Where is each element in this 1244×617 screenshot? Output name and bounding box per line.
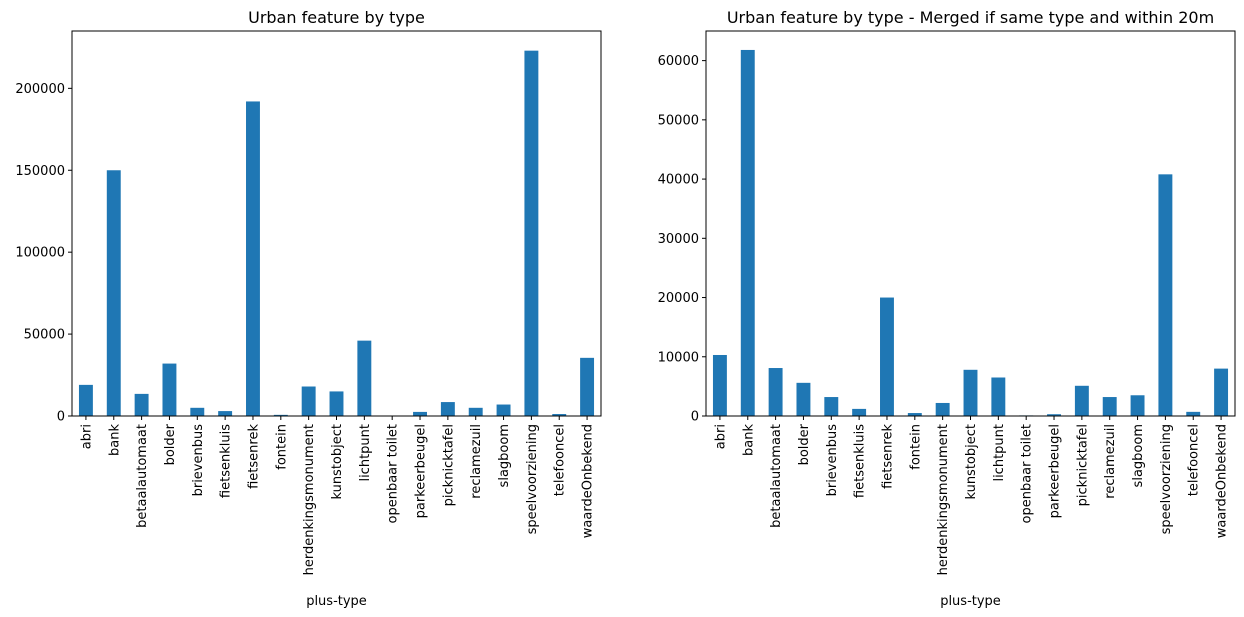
- bar-parkeerbeugel: [1047, 414, 1061, 416]
- bar-reclamezuil: [1102, 397, 1117, 416]
- x-tick-label: abri: [713, 424, 728, 449]
- bar-kunstobject: [329, 391, 344, 416]
- chart-2: Urban feature by type - Merged if same t…: [658, 8, 1236, 609]
- bar-fontein: [273, 414, 288, 416]
- x-tick-label: kunstobject: [330, 424, 345, 500]
- bar-fontein: [907, 413, 922, 416]
- x-tick-label: speelvoorziening: [525, 424, 540, 534]
- x-tick-label: picknicktafel: [441, 424, 456, 506]
- bar-brievenbus: [824, 397, 839, 416]
- x-tick-label: speelvoorziening: [1159, 424, 1174, 534]
- x-tick-label: reclamezuil: [469, 424, 484, 499]
- x-tick-label: betaalautomaat: [135, 424, 150, 528]
- bar-herdenkingsmonument: [935, 402, 950, 416]
- bar-reclamezuil: [468, 407, 483, 416]
- bar-bank: [740, 49, 755, 416]
- x-tick-label: waardeOnbekend: [581, 424, 596, 538]
- x-tick-label: fietsenkluis: [853, 424, 868, 498]
- y-tick-label: 0: [691, 410, 699, 425]
- x-tick-label: telefooncel: [553, 424, 568, 496]
- bar-bolder: [162, 363, 177, 416]
- bar-telefooncel: [552, 414, 567, 416]
- x-axis-label: plus-type: [940, 594, 1001, 609]
- y-tick-label: 0: [57, 410, 65, 425]
- chart-title: Urban feature by type: [248, 8, 425, 27]
- x-tick-label: fontein: [908, 424, 923, 470]
- bar-lichtpunt: [357, 340, 372, 416]
- bar-speelvoorziening: [524, 50, 539, 416]
- bar-bank: [106, 170, 121, 416]
- x-tick-label: fietsenrek: [880, 424, 895, 489]
- x-tick-label: slagboom: [497, 424, 512, 487]
- bar-speelvoorziening: [1158, 174, 1173, 416]
- x-tick-label: parkeerbeugel: [1048, 424, 1063, 518]
- x-tick-label: brievenbus: [191, 424, 206, 497]
- x-axis-label: plus-type: [306, 594, 367, 609]
- bar-fietsenkluis: [852, 408, 867, 416]
- bar-waardeOnbekend: [1214, 368, 1229, 416]
- x-tick-label: openbaar toilet: [386, 424, 401, 523]
- x-tick-label: bank: [107, 424, 122, 456]
- x-tick-label: herdenkingsmonument: [302, 424, 317, 575]
- plot-frame: [705, 30, 1236, 417]
- x-tick-label: bank: [741, 424, 756, 456]
- bar-telefooncel: [1186, 411, 1201, 416]
- bar-parkeerbeugel: [413, 411, 427, 416]
- y-tick-label: 50000: [24, 328, 65, 343]
- x-tick-label: slagboom: [1131, 424, 1146, 487]
- x-tick-label: herdenkingsmonument: [936, 424, 951, 575]
- y-tick-label: 50000: [658, 113, 699, 128]
- x-tick-label: lichtpunt: [358, 424, 373, 482]
- y-tick-label: 30000: [658, 232, 699, 247]
- y-tick-label: 60000: [658, 54, 699, 69]
- x-tick-label: kunstobject: [964, 424, 979, 500]
- chart-title: Urban feature by type - Merged if same t…: [727, 8, 1214, 27]
- plot-frame: [71, 30, 602, 417]
- x-tick-label: betaalautomaat: [769, 424, 784, 528]
- y-tick-label: 150000: [15, 164, 65, 179]
- bar-kunstobject: [963, 369, 978, 416]
- bar-bolder: [796, 382, 811, 416]
- bar-picknicktafel: [440, 402, 455, 416]
- x-tick-label: brievenbus: [825, 424, 840, 497]
- x-tick-label: lichtpunt: [992, 424, 1007, 482]
- bar-betaalautomaat: [134, 393, 149, 416]
- x-tick-label: fontein: [274, 424, 289, 470]
- x-tick-label: telefooncel: [1187, 424, 1202, 496]
- x-tick-label: fietsenkluis: [219, 424, 234, 498]
- bar-fietsenrek: [246, 101, 260, 416]
- x-tick-label: parkeerbeugel: [414, 424, 429, 518]
- x-tick-label: bolder: [797, 423, 812, 465]
- bar-abri: [78, 384, 93, 416]
- bar-lichtpunt: [991, 377, 1006, 416]
- bar-slagboom: [1130, 395, 1145, 416]
- x-tick-label: fietsenrek: [246, 424, 261, 489]
- bar-fietsenkluis: [218, 411, 233, 416]
- x-tick-label: abri: [79, 424, 94, 449]
- bar-abri: [712, 354, 727, 416]
- y-tick-label: 10000: [658, 350, 699, 365]
- x-tick-label: waardeOnbekend: [1215, 424, 1230, 538]
- y-tick-label: 100000: [15, 246, 65, 261]
- bar-waardeOnbekend: [580, 357, 595, 416]
- bar-picknicktafel: [1074, 385, 1089, 416]
- y-tick-label: 20000: [658, 291, 699, 306]
- x-tick-label: picknicktafel: [1075, 424, 1090, 506]
- x-tick-label: reclamezuil: [1103, 424, 1118, 499]
- chart-1: Urban feature by type 0 50000 100000 150000 2…: [15, 8, 602, 609]
- x-tick-label: bolder: [163, 423, 178, 465]
- bar-fietsenrek: [880, 297, 894, 416]
- bar-herdenkingsmonument: [301, 386, 316, 416]
- bar-brievenbus: [190, 407, 205, 416]
- bar-slagboom: [496, 404, 511, 416]
- y-tick-label: 200000: [15, 82, 65, 97]
- x-tick-label: openbaar toilet: [1020, 424, 1035, 523]
- y-tick-label: 40000: [658, 173, 699, 188]
- bar-betaalautomaat: [768, 368, 783, 416]
